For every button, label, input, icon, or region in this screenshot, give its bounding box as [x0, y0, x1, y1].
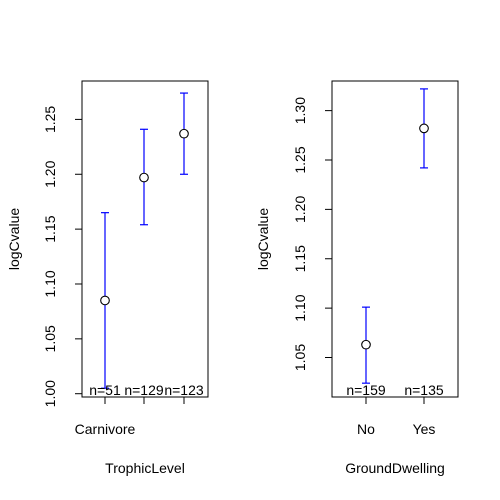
- y-tick-label: 1.25: [292, 146, 308, 173]
- y-tick-label: 1.15: [292, 245, 308, 272]
- x-tick-label: Carnivore: [75, 421, 136, 437]
- y-tick-label: 1.15: [42, 215, 58, 242]
- mean-point: [139, 172, 149, 183]
- x-tick-label: Yes: [413, 421, 436, 437]
- mean-point: [100, 295, 110, 306]
- n-label: n=135: [404, 382, 444, 398]
- x-tick-label: No: [357, 421, 375, 437]
- y-axis-title: logCvalue: [255, 208, 271, 270]
- y-axis-title: logCvalue: [6, 208, 22, 270]
- mean-point: [361, 339, 371, 350]
- y-tick-label: 1.20: [292, 196, 308, 223]
- y-tick-label: 1.05: [292, 344, 308, 371]
- x-axis-title: GroundDwelling: [345, 460, 445, 476]
- y-tick-label: 1.00: [42, 380, 58, 407]
- y-tick-label: 1.10: [42, 270, 58, 297]
- y-tick-label: 1.20: [42, 160, 58, 187]
- y-tick-label: 1.05: [42, 325, 58, 352]
- plot-frame: [81, 80, 209, 398]
- plot-frame: [331, 80, 459, 398]
- y-tick-label: 1.10: [292, 294, 308, 321]
- y-tick-label: 1.25: [42, 106, 58, 133]
- x-axis-title: TrophicLevel: [105, 460, 185, 476]
- n-label: n=51: [89, 382, 121, 398]
- mean-point: [179, 128, 189, 139]
- n-label: n=123: [164, 382, 204, 398]
- mean-point: [419, 123, 429, 134]
- n-label: n=129: [124, 382, 164, 398]
- y-tick-label: 1.30: [292, 97, 308, 124]
- n-label: n=159: [346, 382, 386, 398]
